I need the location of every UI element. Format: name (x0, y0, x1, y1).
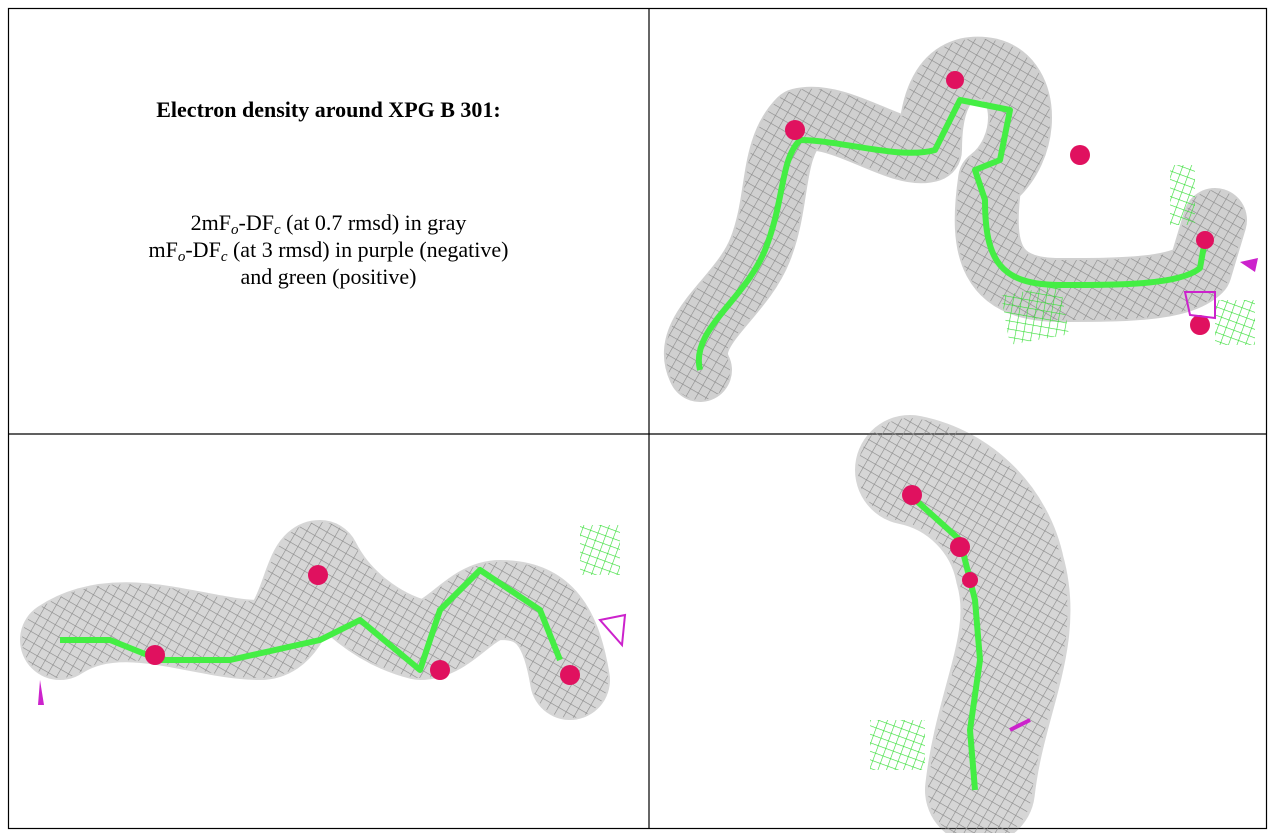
text-cell: Electron density around XPG B 301: 2mFo-… (9, 9, 648, 433)
caption-text: -DF (185, 237, 220, 262)
caption-text: -DF (239, 210, 274, 235)
caption-text: and green (positive) (241, 264, 417, 289)
density-view-end (870, 470, 1030, 790)
caption-text: mF (149, 237, 178, 262)
title: Electron density around XPG B 301: (9, 97, 648, 123)
caption-text: (at 0.7 rmsd) in gray (281, 210, 467, 235)
density-view-top (696, 69, 1258, 370)
caption-line: 2mFo-DFc (at 0.7 rmsd) in gray (9, 209, 648, 236)
density-view-side (38, 525, 625, 705)
caption-text: 2mF (191, 210, 231, 235)
caption-text: (at 3 rmsd) in purple (negative) (227, 237, 508, 262)
caption-line: and green (positive) (9, 263, 648, 290)
caption-line: mFo-DFc (at 3 rmsd) in purple (negative) (9, 236, 648, 263)
page: {"header": {"title": "Electron density a… (0, 0, 1274, 833)
